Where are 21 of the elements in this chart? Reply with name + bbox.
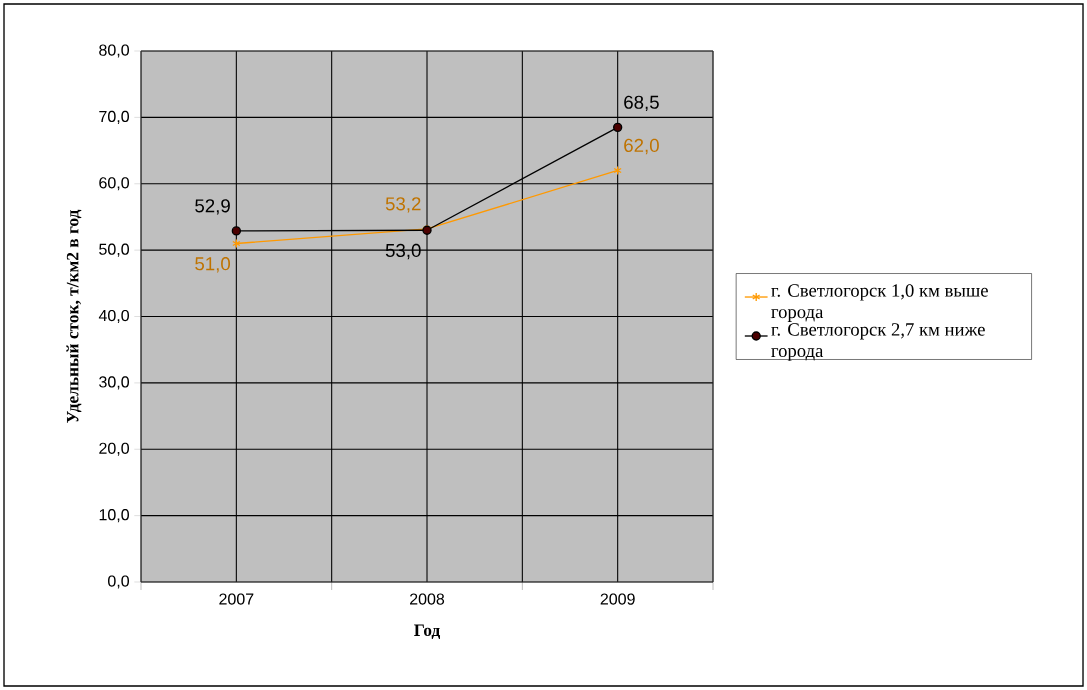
y-tick-label: 0,0 bbox=[108, 575, 130, 589]
x-tick-label: 2009 bbox=[600, 593, 635, 605]
data-label: 52,9 bbox=[195, 199, 230, 215]
y-tick-label: 50,0 bbox=[99, 243, 130, 257]
data-label: 53,2 bbox=[385, 197, 421, 213]
x-tick-label: 2007 bbox=[219, 593, 254, 605]
legend-label: г. Светлогорск 1,0 км выше города bbox=[771, 284, 988, 322]
y-axis-title: Удельный сток, т/км2 в год bbox=[66, 209, 82, 423]
legend-label: г. Светлогорск 2,7 км ниже города bbox=[771, 323, 985, 361]
x-axis-title: Год bbox=[414, 624, 441, 639]
data-label: 51,0 bbox=[195, 257, 231, 273]
y-tick-label: 20,0 bbox=[99, 442, 130, 456]
y-tick-label: 80,0 bbox=[99, 44, 130, 58]
x-tick-label: 2008 bbox=[410, 593, 445, 605]
data-label: 68,5 bbox=[624, 95, 659, 112]
y-tick-label: 70,0 bbox=[99, 110, 130, 124]
y-tick-label: 10,0 bbox=[99, 509, 130, 523]
data-label: 62,0 bbox=[624, 138, 659, 155]
y-tick-label: 40,0 bbox=[98, 309, 130, 324]
y-tick-label: 60,0 bbox=[99, 177, 130, 191]
y-tick-label: 30,0 bbox=[99, 376, 130, 390]
